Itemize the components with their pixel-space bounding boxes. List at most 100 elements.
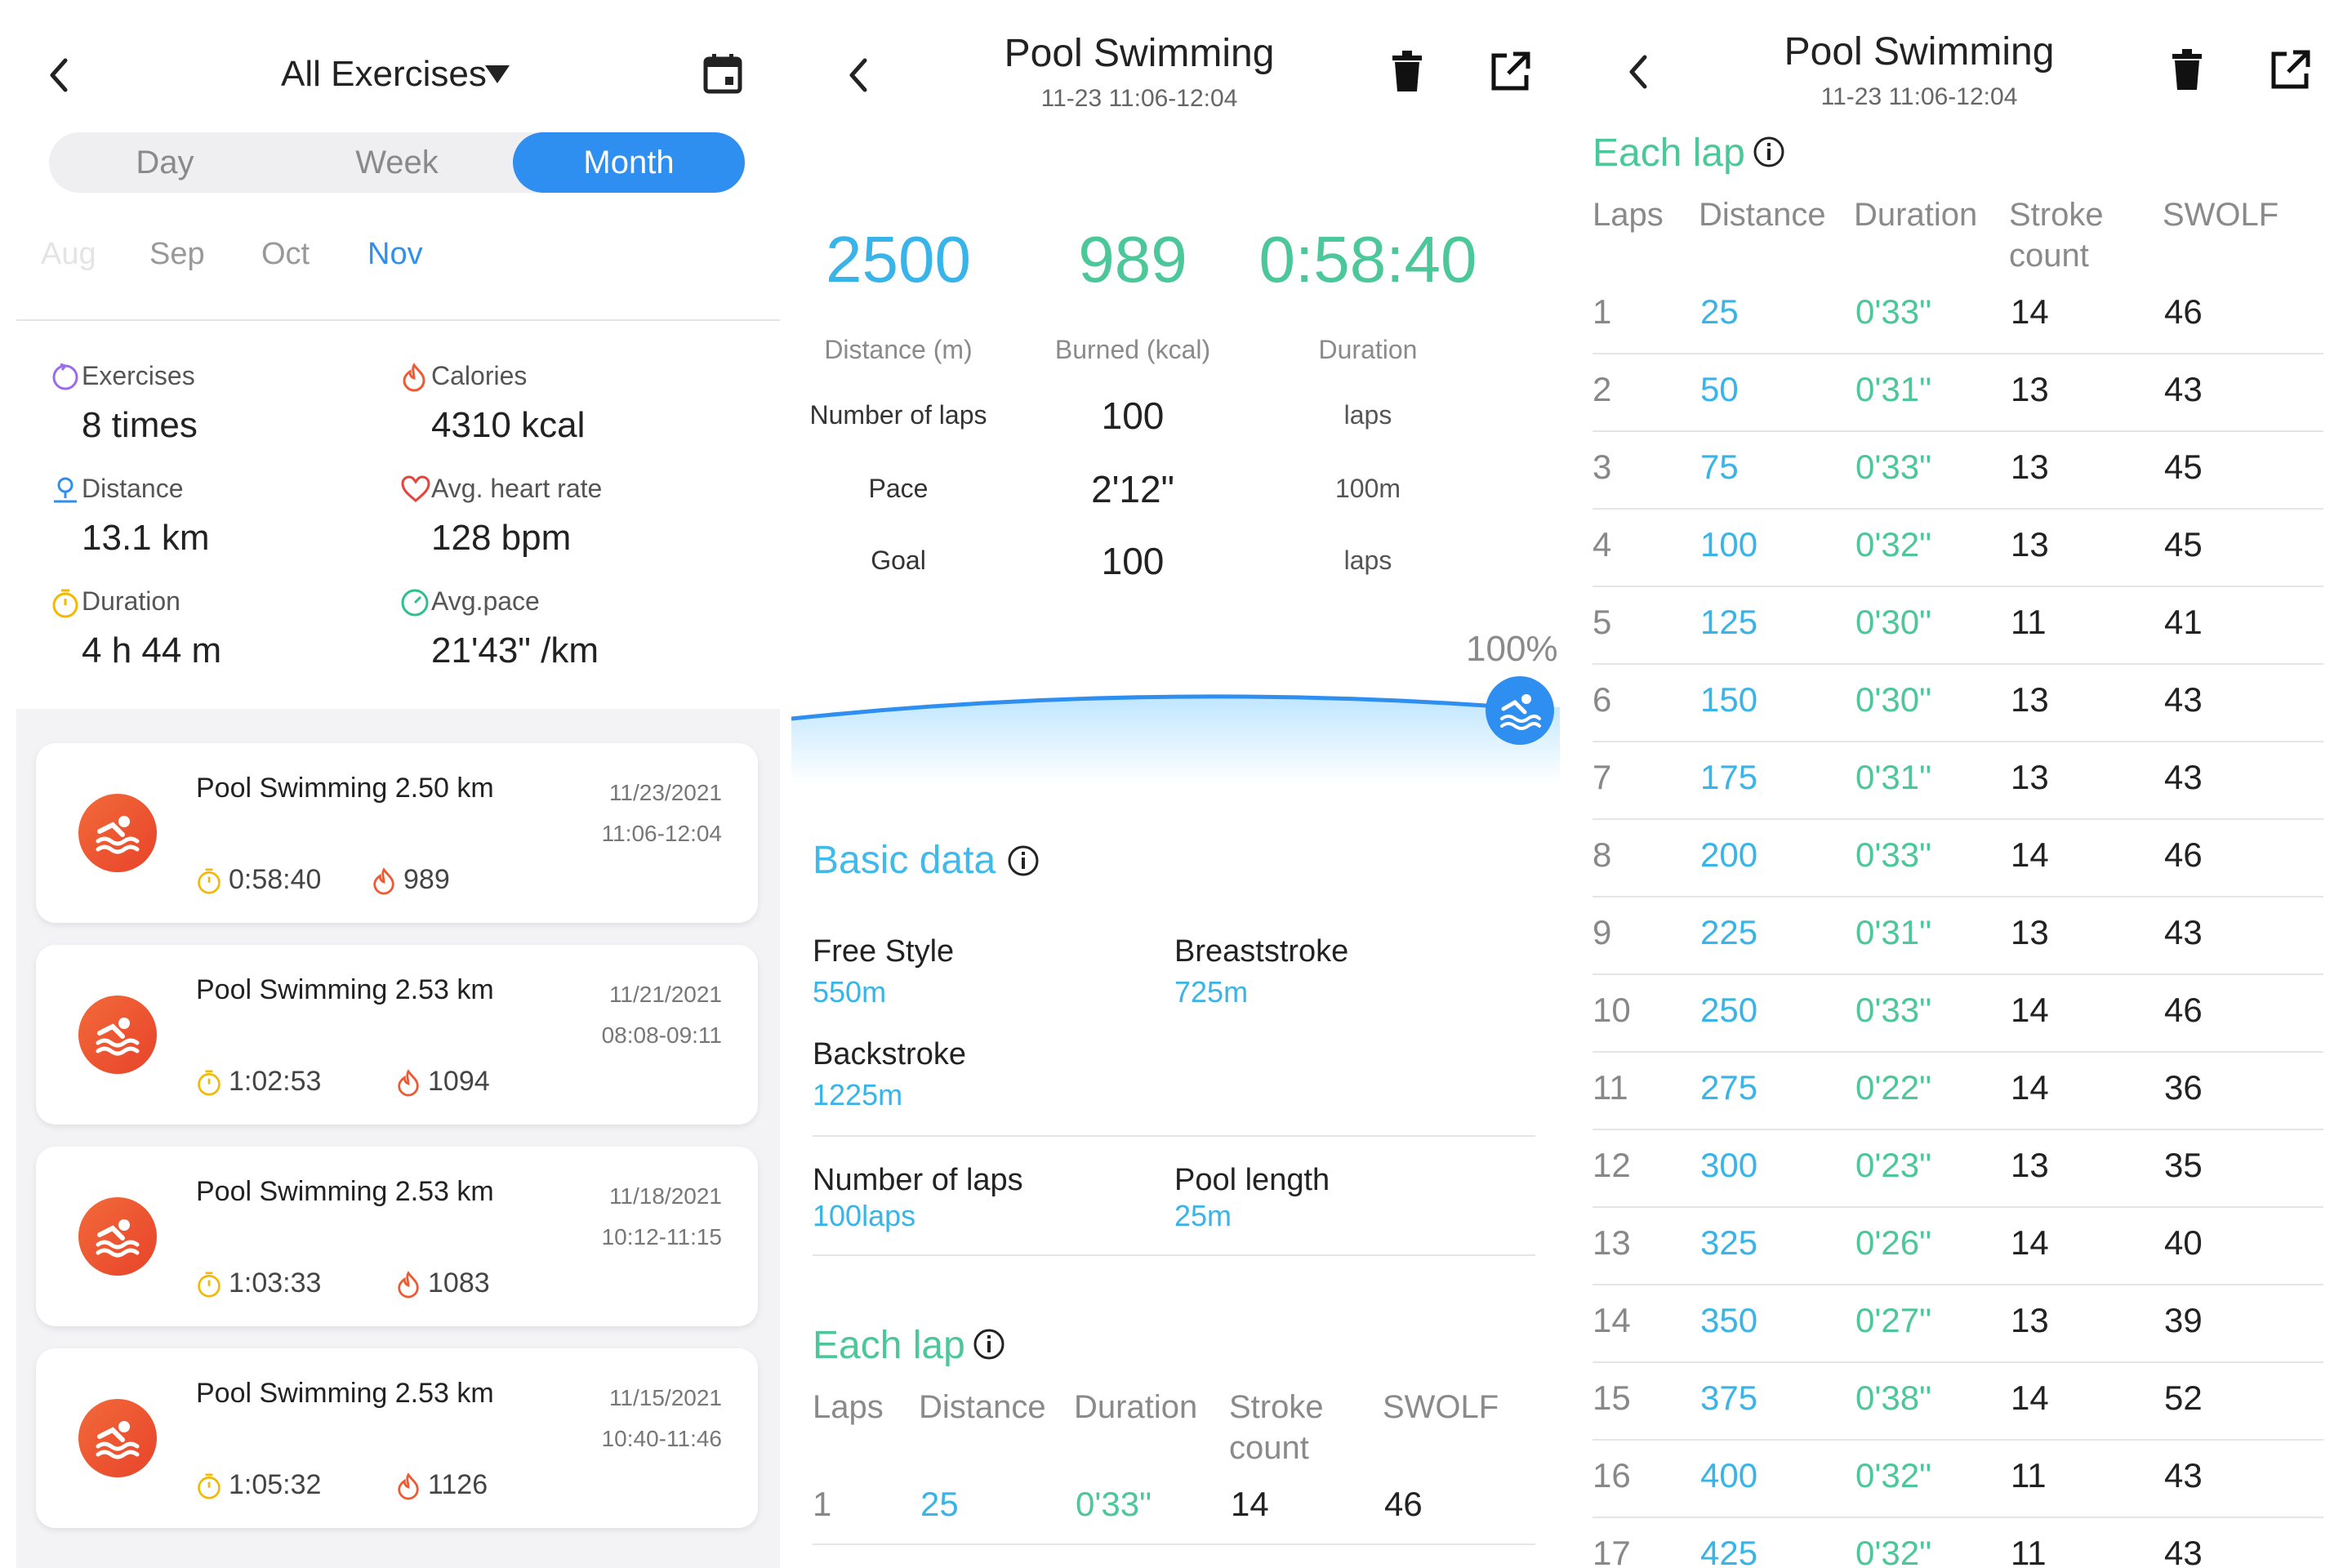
stat-exercises-label: Exercises [82, 361, 195, 390]
target-icon [52, 363, 78, 390]
lap-swolf: 43 [2164, 1456, 2203, 1494]
lap-swolf: 39 [2164, 1301, 2203, 1339]
goal-progress-percent: 100% [1466, 629, 1558, 669]
laps-panel: Pool Swimming 11-23 11:06-12:04 Each lap… [1560, 0, 2352, 1568]
lap-number: 8 [1592, 835, 1612, 874]
lap-number: 2 [1592, 370, 1612, 408]
month-sep[interactable]: Sep [149, 237, 205, 271]
stat-heart-rate-value: 128 bpm [431, 518, 572, 558]
col-duration-header: Duration [1854, 197, 1978, 233]
lap-number: 6 [1592, 680, 1612, 719]
row-divider [1592, 741, 2323, 742]
lap-number: 3 [1592, 448, 1612, 486]
exercise-filter-label: All Exercises [281, 54, 487, 94]
record-duration: 0:58:40 [229, 864, 322, 895]
lap-duration: 0'33" [1855, 448, 1932, 486]
lap-stroke-count: 14 [2011, 991, 2049, 1029]
month-aug[interactable]: Aug [41, 237, 96, 271]
row-divider [1592, 1439, 2323, 1441]
tab-month[interactable]: Month [513, 132, 745, 193]
flame-icon [398, 1271, 419, 1298]
stopwatch-icon [198, 868, 220, 894]
back-arrow-icon[interactable] [46, 56, 72, 95]
lap-distance: 125 [1700, 603, 1758, 641]
lap-distance: 150 [1700, 680, 1758, 719]
each-lap-title: Each lap [813, 1324, 965, 1367]
swimming-icon [78, 1197, 157, 1276]
col-distance-header: Distance [1699, 197, 1826, 233]
lap-stroke-count: 11 [2011, 603, 2047, 641]
tab-day[interactable]: Day [136, 145, 194, 180]
lap-duration: 0'33" [1855, 835, 1932, 874]
record-calories: 1126 [428, 1469, 488, 1500]
row-divider [1592, 663, 2323, 665]
lap-duration: 0'31" [1855, 758, 1932, 796]
laps-unit: laps [1343, 400, 1392, 430]
lap-duration: 0'30" [1855, 680, 1932, 719]
lap-swolf: 46 [2164, 835, 2203, 874]
lap-swolf: 46 [1384, 1485, 1423, 1523]
lap-number: 15 [1592, 1379, 1631, 1417]
share-external-icon[interactable] [2269, 49, 2311, 91]
lap-swolf: 43 [2164, 680, 2203, 719]
share-external-icon[interactable] [1489, 51, 1531, 93]
lap-swolf: 40 [2164, 1223, 2203, 1262]
col-stroke-header: Stroke count [1229, 1389, 1324, 1466]
info-icon[interactable] [973, 1328, 1005, 1361]
lap-stroke-count: 14 [2011, 292, 2049, 331]
row-divider [1592, 1361, 2323, 1363]
stat-calories-label: Calories [431, 361, 528, 390]
stat-calories-value: 4310 kcal [431, 405, 586, 445]
col-laps-header: Laps [813, 1389, 884, 1425]
lap-swolf: 41 [2164, 603, 2203, 641]
workout-time: 11-23 11:06-12:04 [1820, 83, 2018, 110]
lap-duration: 0'32" [1855, 1456, 1932, 1494]
stopwatch-icon [198, 1473, 220, 1499]
tab-week[interactable]: Week [355, 145, 439, 180]
stopwatch-icon [198, 1070, 220, 1096]
swimming-icon [78, 794, 157, 872]
calendar-icon[interactable] [702, 52, 743, 95]
record-card[interactable]: Pool Swimming 2.53 km 11/18/2021 10:12-11… [36, 1147, 758, 1326]
lap-swolf: 43 [2164, 758, 2203, 796]
trash-icon[interactable] [1391, 51, 1423, 93]
lap-swolf: 35 [2164, 1146, 2203, 1184]
number-of-laps-label: Number of laps [813, 1163, 1023, 1197]
pool-length-value: 25m [1174, 1199, 1232, 1232]
row-divider [1592, 1517, 2323, 1518]
goal-value: 100 [1101, 540, 1165, 582]
back-arrow-icon[interactable] [845, 56, 871, 95]
lap-duration: 0'23" [1855, 1146, 1932, 1184]
record-calories: 1094 [428, 1066, 490, 1097]
info-icon[interactable] [1753, 136, 1785, 168]
laps-value: 100 [1101, 394, 1165, 437]
lap-duration: 0'22" [1855, 1068, 1932, 1107]
backstroke-label: Backstroke [813, 1037, 966, 1071]
record-card[interactable]: Pool Swimming 2.53 km 11/21/2021 08:08-09… [36, 945, 758, 1125]
back-arrow-icon[interactable] [1625, 52, 1651, 91]
stat-duration-label: Duration [82, 586, 180, 616]
lap-number: 1 [1592, 292, 1612, 331]
lap-stroke-count: 13 [2011, 1146, 2049, 1184]
month-nov[interactable]: Nov [368, 237, 423, 271]
month-oct[interactable]: Oct [261, 237, 310, 271]
lap-duration: 0'31" [1855, 913, 1932, 951]
lap-swolf: 45 [2164, 448, 2203, 486]
record-card[interactable]: Pool Swimming 2.53 km 11/15/2021 10:40-11… [36, 1348, 758, 1528]
row-divider [1592, 1284, 2323, 1285]
location-icon [54, 477, 77, 503]
record-card[interactable]: Pool Swimming 2.50 km 11/23/2021 11:06-12… [36, 743, 758, 923]
stat-exercises-value: 8 times [82, 405, 198, 445]
breaststroke-value: 725m [1174, 975, 1249, 1009]
record-duration: 1:02:53 [229, 1066, 322, 1097]
lap-distance: 275 [1700, 1068, 1758, 1107]
flame-icon [398, 1472, 419, 1500]
trash-icon[interactable] [2171, 49, 2203, 91]
lap-distance: 50 [1700, 370, 1739, 408]
lap-distance: 175 [1700, 758, 1758, 796]
col-distance-header: Distance [919, 1389, 1046, 1425]
lap-number: 4 [1592, 525, 1612, 564]
exercise-filter-dropdown[interactable]: All Exercises [245, 51, 539, 100]
record-duration: 1:05:32 [229, 1469, 322, 1500]
info-icon[interactable] [1007, 844, 1040, 877]
